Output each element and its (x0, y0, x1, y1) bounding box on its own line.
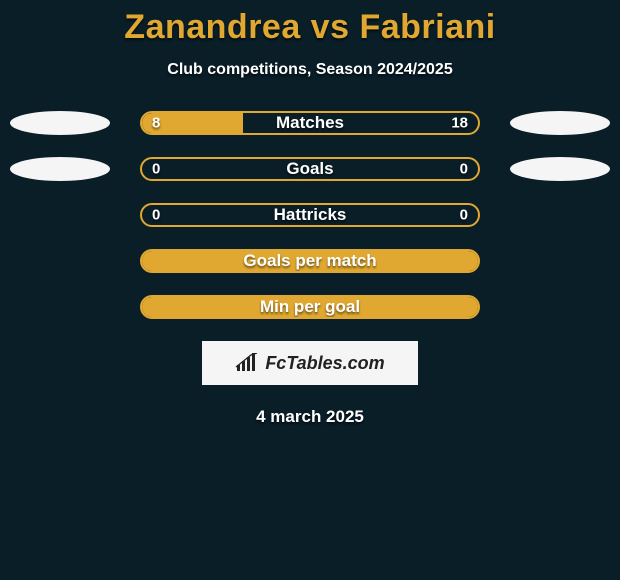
stat-row: 8 Matches 18 (0, 111, 620, 135)
player-badge-left (10, 157, 110, 181)
stat-value-right: 18 (451, 115, 468, 132)
stat-label: Goals (286, 159, 333, 179)
stat-label: Hattricks (274, 205, 347, 225)
bar-chart-icon (235, 353, 261, 373)
stat-value-left: 8 (152, 115, 160, 132)
stat-label: Min per goal (260, 297, 360, 317)
stat-bar: 8 Matches 18 (140, 111, 480, 135)
player-badge-right (510, 157, 610, 181)
player-badge-right (510, 111, 610, 135)
stat-value-left: 0 (152, 207, 160, 224)
stats-area: 8 Matches 18 0 Goals 0 (0, 111, 620, 319)
stat-value-right: 0 (460, 207, 468, 224)
player-badge-left (10, 111, 110, 135)
stat-label: Matches (276, 113, 344, 133)
stat-bar: 0 Goals 0 (140, 157, 480, 181)
stat-value-right: 0 (460, 161, 468, 178)
stat-row: 0 Goals 0 (0, 157, 620, 181)
stat-row: Min per goal (0, 295, 620, 319)
stat-row: Goals per match (0, 249, 620, 273)
stat-value-left: 0 (152, 161, 160, 178)
stat-row: 0 Hattricks 0 (0, 203, 620, 227)
date-text: 4 march 2025 (256, 407, 364, 427)
subtitle: Club competitions, Season 2024/2025 (167, 61, 452, 79)
brand-logo: FcTables.com (202, 341, 418, 385)
brand-text: FcTables.com (265, 353, 384, 374)
page-title: Zanandrea vs Fabriani (124, 8, 495, 47)
stat-bar: Goals per match (140, 249, 480, 273)
stat-bar: 0 Hattricks 0 (140, 203, 480, 227)
comparison-infographic: Zanandrea vs Fabriani Club competitions,… (0, 0, 620, 580)
stat-label: Goals per match (243, 251, 376, 271)
stat-bar: Min per goal (140, 295, 480, 319)
